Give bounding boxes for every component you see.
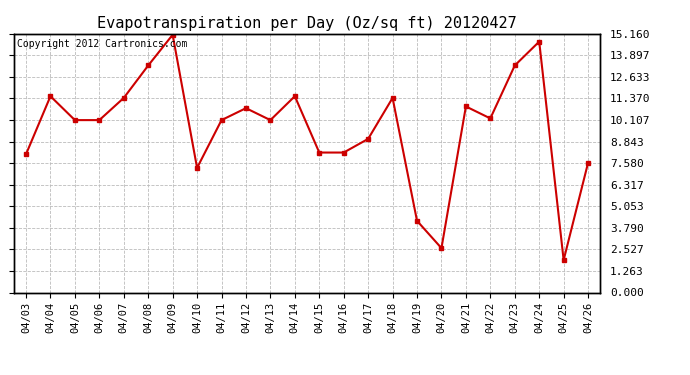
Title: Evapotranspiration per Day (Oz/sq ft) 20120427: Evapotranspiration per Day (Oz/sq ft) 20… — [97, 16, 517, 31]
Text: Copyright 2012 Cartronics.com: Copyright 2012 Cartronics.com — [17, 39, 187, 49]
